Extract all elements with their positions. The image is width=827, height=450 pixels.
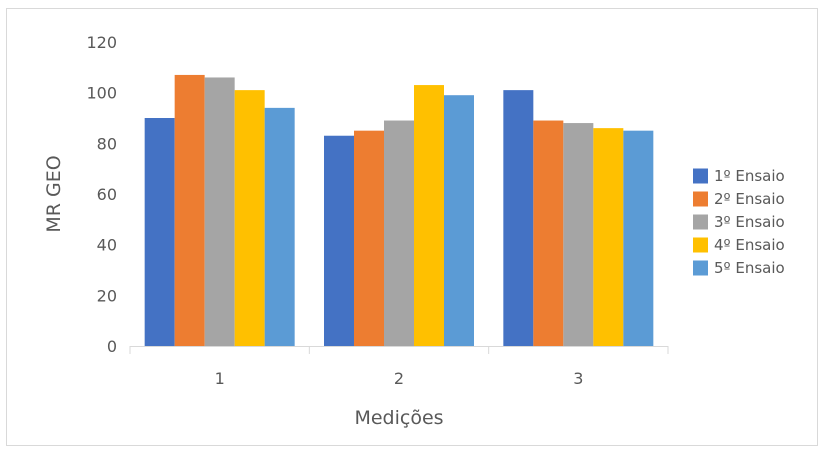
- legend-label: 2º Ensaio: [714, 190, 785, 208]
- bar-series-5-category-1: [264, 107, 295, 346]
- y-tick-label: 120: [86, 33, 117, 52]
- x-tick-label: 2: [394, 369, 404, 388]
- legend-label: 3º Ensaio: [714, 213, 785, 231]
- legend-swatch: [693, 191, 708, 207]
- y-axis-ticks: 0 20 40 60 80 100 120: [86, 33, 117, 356]
- x-tick-label: 3: [573, 369, 583, 388]
- bar-series-2-category-1: [174, 74, 205, 346]
- bar-series-4-category-1: [234, 90, 265, 346]
- bar-series-3-category-1: [204, 77, 235, 346]
- legend-swatch: [693, 260, 708, 276]
- bar-series-1-category-2: [324, 135, 354, 346]
- x-tick-label: 1: [215, 369, 225, 388]
- legend-label: 5º Ensaio: [714, 259, 785, 277]
- y-tick-label: 0: [107, 337, 117, 356]
- bar-series-3-category-2: [384, 120, 414, 347]
- x-axis: 1 2 3: [129, 346, 669, 388]
- legend-swatch: [693, 168, 708, 184]
- bar-series-5-category-3: [623, 130, 654, 346]
- legend-label: 4º Ensaio: [714, 236, 785, 254]
- x-axis-title: Medições: [354, 407, 443, 429]
- bar-series-2-category-2: [354, 130, 384, 346]
- y-tick-label: 100: [86, 84, 117, 103]
- bar-series-2-category-3: [533, 120, 564, 347]
- bar-series-1-category-1: [144, 118, 175, 346]
- bar-series-3-category-3: [563, 123, 594, 346]
- legend: 1º Ensaio 2º Ensaio 3º Ensaio 4º Ensaio 5º E…: [693, 167, 785, 277]
- legend-swatch: [693, 214, 708, 230]
- legend-swatch: [693, 237, 708, 253]
- bars: [144, 74, 654, 347]
- y-axis-title: MR GEO: [43, 155, 65, 232]
- y-tick-label: 40: [97, 236, 117, 255]
- legend-label: 1º Ensaio: [714, 167, 785, 185]
- bar-series-1-category-3: [503, 90, 534, 346]
- y-tick-label: 20: [97, 286, 117, 305]
- bar-series-4-category-2: [414, 85, 444, 347]
- y-tick-label: 60: [97, 185, 117, 204]
- bar-series-4-category-3: [593, 128, 624, 346]
- bar-series-5-category-2: [444, 95, 474, 346]
- y-tick-label: 80: [97, 134, 117, 153]
